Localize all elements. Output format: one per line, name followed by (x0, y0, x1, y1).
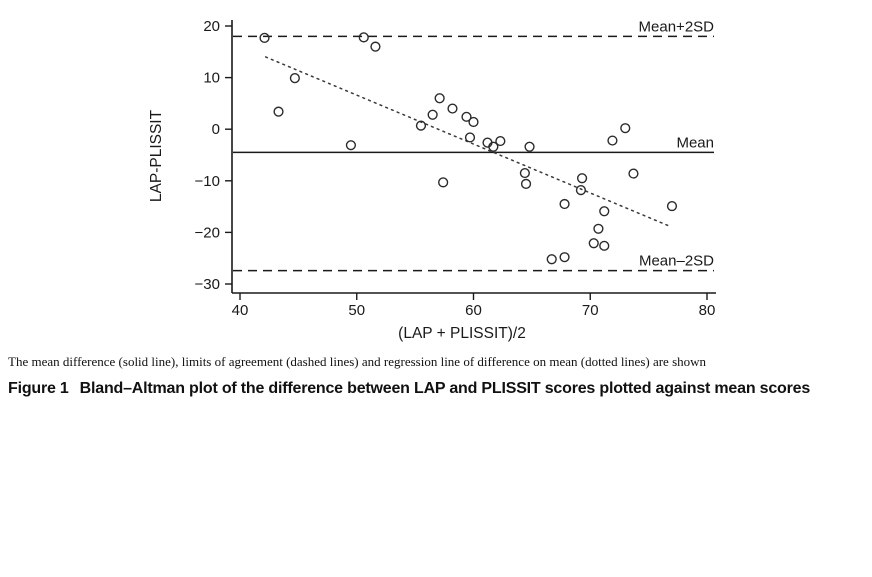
data-point (520, 178, 532, 189)
data-point (259, 32, 270, 43)
data-point (559, 252, 570, 263)
data-point (427, 109, 438, 120)
data-point (588, 238, 599, 249)
x-tick-label: 80 (699, 302, 716, 319)
data-point (438, 177, 449, 188)
data-point (576, 173, 588, 184)
data-point (559, 198, 570, 210)
x-axis-title: (LAP + PLISSIT)/2 (398, 325, 526, 342)
data-point (273, 106, 284, 117)
data-point (519, 167, 530, 179)
x-tick-label: 60 (465, 302, 482, 319)
bland-altman-chart: 20 10 0 −10 −20 −30 40 50 60 70 80 Mean+2SD Mean Mean… (148, 18, 716, 342)
y-tick-label: 0 (212, 121, 220, 138)
mean-minus-2sd-label: Mean–2SD (639, 253, 714, 270)
data-point (358, 32, 369, 43)
data-point (289, 73, 300, 84)
data-point (434, 93, 445, 104)
x-tick-label: 70 (582, 302, 599, 319)
data-point (461, 111, 472, 122)
y-axis-title: LAP-PLISSIT (148, 109, 165, 202)
y-tick-label: 10 (203, 70, 220, 87)
y-tick-label: −20 (195, 224, 220, 241)
data-point (575, 184, 587, 196)
data-point (524, 141, 535, 152)
figure-note: The mean difference (solid line), limits… (8, 354, 707, 369)
figure-caption: Figure 1 Bland–Altman plot of the differe… (8, 380, 810, 398)
data-point (468, 116, 479, 128)
y-tick-label: −10 (195, 173, 220, 190)
data-point (666, 200, 678, 212)
data-point (495, 135, 506, 147)
figure-caption-text: Bland–Altman plot of the difference betw… (79, 380, 811, 397)
data-point (415, 120, 427, 131)
data-point (546, 254, 557, 265)
x-tick-label: 40 (232, 302, 249, 319)
mean-plus-2sd-label: Mean+2SD (639, 18, 715, 35)
y-tick-label: −30 (195, 276, 220, 293)
figure-label: Figure 1 (8, 380, 69, 397)
data-point (599, 206, 610, 217)
data-point (488, 141, 499, 152)
x-tick-label: 50 (348, 302, 365, 319)
data-point (628, 168, 639, 179)
data-point (593, 223, 604, 234)
data-point (370, 41, 381, 52)
data-point (620, 123, 631, 134)
data-point (599, 240, 610, 251)
data-point (345, 140, 357, 151)
data-point (464, 132, 476, 143)
y-tick-label: 20 (203, 18, 220, 35)
mean-label: Mean (676, 134, 714, 151)
data-point (607, 135, 618, 146)
data-point (447, 103, 458, 114)
